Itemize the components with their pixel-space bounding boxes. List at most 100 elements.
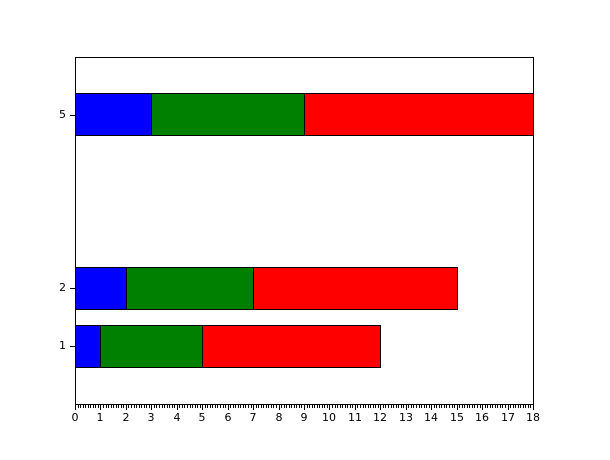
x-tick-label: 17 [501,411,515,424]
x-minor-tick [375,405,376,408]
x-minor-tick [515,405,516,408]
bar-segment [75,93,152,136]
x-minor-tick [309,405,310,408]
x-minor-tick [513,405,514,408]
x-minor-tick [472,405,473,408]
x-minor-tick [294,405,295,408]
x-major-tick [202,405,203,410]
x-minor-tick [131,405,132,408]
x-minor-tick [492,405,493,408]
x-minor-tick [523,405,524,408]
x-minor-tick [146,405,147,408]
x-tick-label: 11 [348,411,362,424]
bar-segment [304,93,534,136]
x-minor-tick [393,405,394,408]
x-minor-tick [273,405,274,408]
x-minor-tick [289,405,290,408]
x-minor-tick [495,405,496,408]
x-minor-tick [434,405,435,408]
x-major-tick [228,405,229,410]
x-minor-tick [284,405,285,408]
bar-segment [100,325,203,368]
x-minor-tick [363,405,364,408]
x-minor-tick [200,405,201,408]
x-minor-tick [469,405,470,408]
x-minor-tick [319,405,320,408]
x-minor-tick [154,405,155,408]
x-minor-tick [233,405,234,408]
x-minor-tick [261,405,262,408]
x-minor-tick [256,405,257,408]
x-minor-tick [477,405,478,408]
x-minor-tick [106,405,107,408]
x-minor-tick [78,405,79,408]
x-tick-label: 5 [198,411,206,424]
x-minor-tick [149,405,150,408]
x-minor-tick [385,405,386,408]
x-minor-tick [345,405,346,408]
x-minor-tick [215,405,216,408]
x-tick-label: 7 [249,411,257,424]
x-minor-tick [116,405,117,408]
x-minor-tick [439,405,440,408]
x-minor-tick [312,405,313,408]
x-minor-tick [207,405,208,408]
x-tick-label: 18 [526,411,540,424]
x-minor-tick [141,405,142,408]
x-minor-tick [240,405,241,408]
x-minor-tick [441,405,442,408]
x-minor-tick [490,405,491,408]
x-tick-label: 13 [399,411,413,424]
x-tick-label: 16 [475,411,489,424]
x-minor-tick [307,405,308,408]
bar-segment [253,267,458,310]
x-minor-tick [90,405,91,408]
x-minor-tick [459,405,460,408]
x-minor-tick [449,405,450,408]
x-minor-tick [525,405,526,408]
x-major-tick [431,405,432,410]
x-major-tick [304,405,305,410]
x-minor-tick [118,405,119,408]
x-minor-tick [357,405,358,408]
x-major-tick [253,405,254,410]
x-minor-tick [332,405,333,408]
x-minor-tick [301,405,302,408]
x-major-tick [533,405,534,410]
x-minor-tick [429,405,430,408]
x-major-tick [126,405,127,410]
x-minor-tick [421,405,422,408]
x-minor-tick [136,405,137,408]
x-minor-tick [500,405,501,408]
x-major-tick [355,405,356,410]
x-major-tick [177,405,178,410]
x-minor-tick [162,405,163,408]
x-minor-tick [314,405,315,408]
x-minor-tick [182,405,183,408]
x-minor-tick [324,405,325,408]
x-minor-tick [184,405,185,408]
y-tick-label: 5 [59,108,66,121]
x-minor-tick [413,405,414,408]
x-tick-label: 0 [71,411,79,424]
x-minor-tick [291,405,292,408]
x-minor-tick [286,405,287,408]
x-minor-tick [95,405,96,408]
x-minor-tick [169,405,170,408]
x-minor-tick [98,405,99,408]
x-minor-tick [245,405,246,408]
x-minor-tick [426,405,427,408]
x-major-tick [329,405,330,410]
x-minor-tick [271,405,272,408]
y-tick [70,115,75,116]
x-minor-tick [446,405,447,408]
x-minor-tick [248,405,249,408]
x-tick-label: 12 [373,411,387,424]
x-minor-tick [335,405,336,408]
x-minor-tick [205,405,206,408]
x-minor-tick [174,405,175,408]
x-minor-tick [220,405,221,408]
x-minor-tick [238,405,239,408]
x-minor-tick [444,405,445,408]
x-tick-label: 9 [300,411,308,424]
